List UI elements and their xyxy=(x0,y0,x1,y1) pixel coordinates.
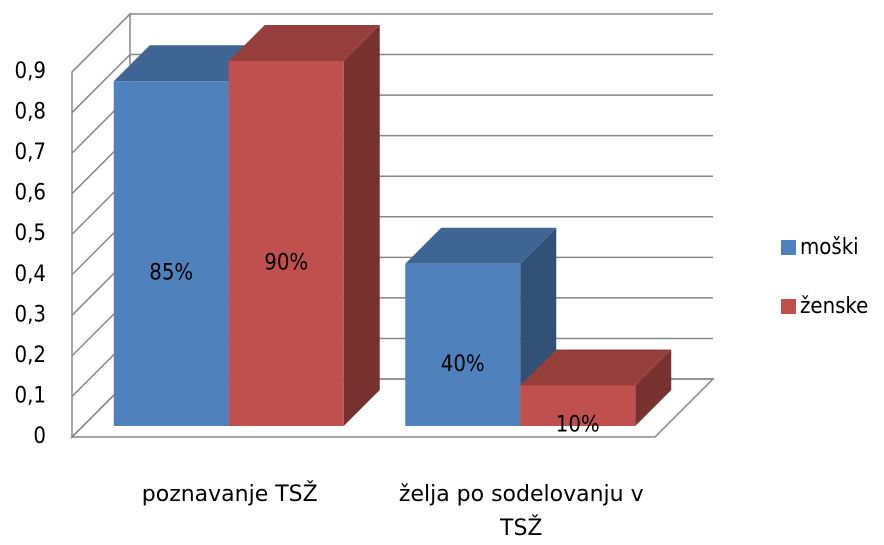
y-tick-label: 0,1 xyxy=(15,383,46,408)
bar-top xyxy=(113,45,265,82)
bar xyxy=(405,263,521,426)
y-tick-label: 0,4 xyxy=(15,262,46,287)
y-tick-label: 0,3 xyxy=(15,302,46,327)
grid-line xyxy=(71,13,713,73)
y-tick-label: 0,2 xyxy=(15,343,46,368)
y-tick-label: 0,9 xyxy=(15,59,46,84)
bar-top xyxy=(520,349,672,386)
value-label: 40% xyxy=(441,352,485,377)
bar xyxy=(520,385,636,426)
legend-swatch xyxy=(781,240,796,255)
value-label: 90% xyxy=(264,251,308,276)
x-tick-label: poznavanje TSŽ xyxy=(141,482,318,507)
bar-side xyxy=(343,25,380,426)
legend-label: moški xyxy=(800,235,859,260)
y-tick-label: 0,8 xyxy=(15,100,46,125)
y-tick-label: 0 xyxy=(33,424,46,449)
legend-swatch xyxy=(781,299,796,314)
value-label: 85% xyxy=(149,261,193,286)
bar xyxy=(113,81,229,427)
y-tick-label: 0,6 xyxy=(15,181,46,206)
grid-line xyxy=(71,53,713,114)
bar-side xyxy=(635,349,672,426)
x-tick-label: želja po sodelovanju v TSŽ xyxy=(398,482,644,541)
bar xyxy=(228,61,344,426)
y-tick-label: 0,7 xyxy=(15,140,46,165)
bar-top xyxy=(405,227,557,264)
bar-top xyxy=(228,25,380,61)
y-tick-label: 0,5 xyxy=(15,221,46,246)
value-label: 10% xyxy=(556,413,600,438)
legend-label: ženske xyxy=(800,294,868,319)
